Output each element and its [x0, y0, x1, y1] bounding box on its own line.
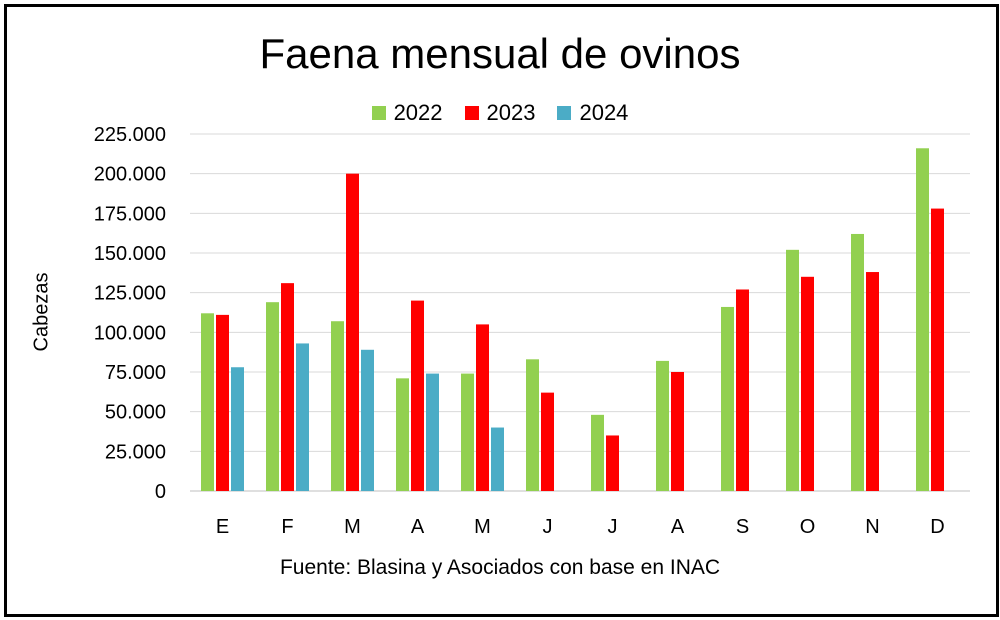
bar-2022-7: [656, 360, 669, 491]
legend-swatch-2022: [371, 106, 386, 120]
bar-2023-1: [281, 283, 294, 491]
bar-2024-0: [231, 367, 244, 491]
bar-2022-5: [526, 359, 539, 491]
y-tick-label: 125.000: [94, 283, 166, 305]
bar-2024-2: [361, 349, 374, 491]
x-tick-label: N: [865, 516, 879, 538]
x-tick-label: D: [930, 516, 944, 538]
chart-title: Faena mensual de ovinos: [259, 30, 741, 77]
bar-2023-7: [671, 372, 684, 491]
source-note: Fuente: Blasina y Asociados con base en …: [279, 556, 721, 579]
y-tick-label: 175.000: [94, 203, 166, 225]
x-tick-label: O: [800, 516, 816, 538]
bar-2022-2: [331, 321, 344, 491]
y-tick-label: 200.000: [94, 164, 166, 186]
x-tick-label: J: [608, 516, 618, 538]
bar-2022-4: [461, 373, 474, 491]
y-tick-label: 25.000: [105, 441, 166, 463]
y-tick-label: 100.000: [94, 322, 166, 344]
bar-2023-0: [216, 314, 229, 491]
bar-2022-0: [201, 313, 214, 491]
x-tick-label: F: [281, 516, 293, 538]
legend-label-2023: 2023: [486, 100, 536, 125]
y-tick-label: 0: [155, 481, 166, 503]
chart-frame: [4, 4, 999, 617]
legend-label-2024: 2024: [579, 100, 629, 125]
x-tick-label: M: [344, 516, 361, 538]
legend-swatch-2024: [557, 106, 572, 120]
y-tick-label: 50.000: [105, 402, 166, 424]
y-tick-label: 150.000: [94, 243, 166, 265]
bar-2022-1: [266, 302, 279, 491]
bar-2023-2: [346, 173, 359, 491]
bar-2023-3: [411, 300, 424, 491]
y-tick-label: 75.000: [105, 362, 166, 384]
legend-item-2024: 2024: [557, 100, 628, 126]
x-tick-label: E: [216, 516, 229, 538]
bar-2022-8: [721, 306, 734, 491]
bar-2022-11: [916, 148, 929, 491]
x-tick-label: A: [671, 516, 685, 538]
x-tick-label: S: [736, 516, 749, 538]
bar-2023-10: [866, 272, 879, 491]
x-tick-label: A: [411, 516, 425, 538]
bar-2024-1: [296, 343, 309, 491]
legend-item-2022: 2022: [371, 100, 443, 126]
legend-item-2023: 2023: [464, 100, 536, 126]
legend-label-2022: 2022: [393, 100, 443, 125]
bar-2023-4: [476, 324, 489, 491]
bar-2023-6: [606, 435, 619, 491]
bar-2022-6: [591, 414, 604, 491]
x-tick-label: J: [543, 516, 553, 538]
bar-2023-11: [931, 208, 944, 491]
bar-2023-5: [541, 392, 554, 491]
bar-2022-9: [786, 249, 799, 491]
bar-2024-4: [491, 427, 504, 491]
bar-2023-9: [801, 276, 814, 491]
legend-swatch-2023: [464, 106, 479, 120]
x-tick-label: M: [474, 516, 491, 538]
y-tick-label: 225.000: [94, 124, 166, 146]
bar-2022-3: [396, 378, 409, 491]
bar-2022-10: [851, 233, 864, 491]
bar-2023-8: [736, 289, 749, 491]
bar-2024-3: [426, 373, 439, 491]
legend: 2022 2023 2024: [0, 100, 1000, 126]
